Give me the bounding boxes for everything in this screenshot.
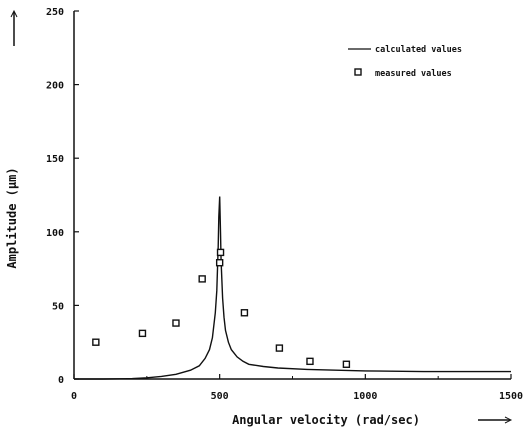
measured-value-point (306, 357, 314, 366)
y-axis-label: Amplitude (µm) (5, 167, 19, 268)
measured-value-point (198, 275, 206, 283)
y-tick-label: 100 (46, 228, 64, 239)
measured-value-point (240, 309, 249, 317)
legend-label-calculated: calculated values (375, 45, 462, 55)
x-axis-arrow (478, 416, 513, 424)
measured-value-point (215, 259, 224, 267)
y-tick-label: 200 (46, 81, 64, 92)
y-tick-label: 50 (52, 301, 64, 312)
x-tick-label: 1500 (499, 391, 523, 402)
y-axis-arrow (10, 9, 18, 46)
x-tick-label: 0 (71, 391, 77, 402)
measured-value-point (216, 248, 225, 257)
series-layer (74, 196, 511, 380)
y-tick-label: 250 (46, 7, 64, 18)
x-tick-label: 1000 (353, 391, 377, 402)
measured-value-point (92, 338, 100, 346)
y-tick-label: 150 (46, 154, 64, 165)
plot-area: 0 500 1000 1500 0 50 100 150 200 250 (46, 7, 523, 402)
x-axis-label: Angular velocity (rad/sec) (232, 413, 420, 427)
measured-value-point (275, 344, 284, 352)
measured-value-point (342, 360, 351, 368)
measured-value-point (138, 329, 147, 338)
legend: calculated values measured values (348, 45, 462, 79)
y-tick-label: 0 (58, 375, 64, 386)
measured-value-point (172, 319, 180, 327)
x-tick-label: 500 (211, 391, 229, 402)
legend-marker-swatch (354, 68, 362, 76)
calculated-values-line (74, 196, 511, 380)
x-ticks: 0 500 1000 1500 (71, 374, 523, 402)
legend-label-measured: measured values (375, 69, 452, 79)
